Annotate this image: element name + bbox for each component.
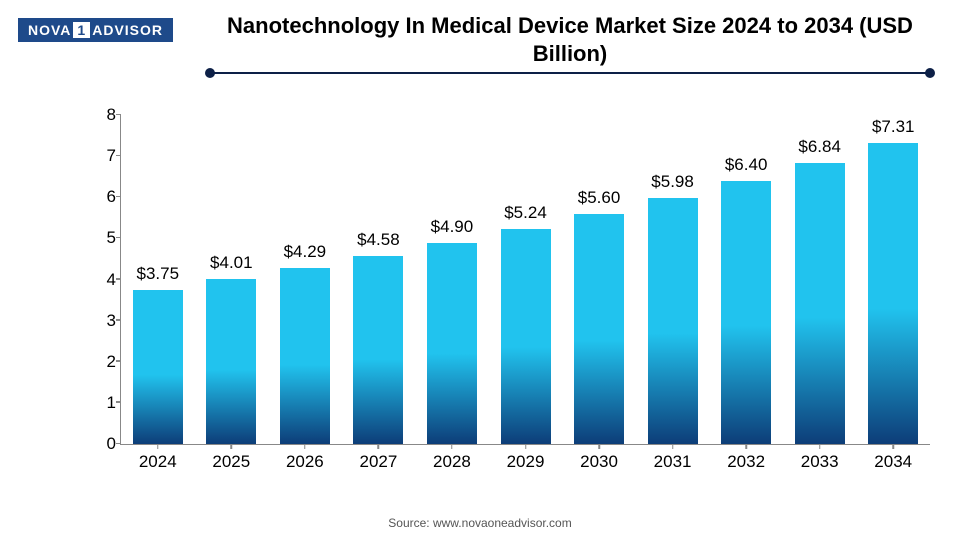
bar-value-label: $5.60 xyxy=(578,188,621,208)
y-tick-mark xyxy=(116,319,121,321)
x-tick-mark xyxy=(598,444,600,449)
logo-text-1: NOVA xyxy=(28,22,71,38)
x-tick-label: 2030 xyxy=(580,452,618,472)
y-tick-mark xyxy=(116,196,121,198)
y-tick-mark xyxy=(116,114,121,116)
title-divider xyxy=(210,72,930,74)
x-tick-mark xyxy=(745,444,747,449)
x-tick-mark xyxy=(819,444,821,449)
source-text: Source: www.novaoneadvisor.com xyxy=(0,516,960,530)
x-tick-mark xyxy=(525,444,527,449)
x-tick-label: 2032 xyxy=(727,452,765,472)
bar-value-label: $6.40 xyxy=(725,155,768,175)
bar: $4.29 xyxy=(280,268,330,444)
y-tick-label: 3 xyxy=(86,311,116,331)
x-tick-label: 2029 xyxy=(507,452,545,472)
x-tick-label: 2025 xyxy=(212,452,250,472)
y-tick-mark xyxy=(116,237,121,239)
x-tick-label: 2024 xyxy=(139,452,177,472)
bar: $4.90 xyxy=(427,243,477,445)
bar-value-label: $4.90 xyxy=(431,217,474,237)
y-tick-label: 7 xyxy=(86,146,116,166)
y-tick-mark xyxy=(116,278,121,280)
bar: $3.75 xyxy=(133,290,183,444)
logo-text-2: ADVISOR xyxy=(92,22,163,38)
bar: $5.98 xyxy=(648,198,698,444)
y-tick-label: 8 xyxy=(86,105,116,125)
x-tick-mark xyxy=(304,444,306,449)
bar: $4.01 xyxy=(206,279,256,444)
x-tick-label: 2033 xyxy=(801,452,839,472)
x-tick-label: 2031 xyxy=(654,452,692,472)
bar-value-label: $7.31 xyxy=(872,117,915,137)
y-tick-mark xyxy=(116,401,121,403)
bar: $6.84 xyxy=(795,163,845,444)
plot-area: 012345678$3.752024$4.012025$4.292026$4.5… xyxy=(120,115,930,445)
x-tick-mark xyxy=(378,444,380,449)
x-tick-mark xyxy=(157,444,159,449)
bar: $5.24 xyxy=(501,229,551,444)
y-tick-label: 2 xyxy=(86,352,116,372)
y-tick-mark xyxy=(116,360,121,362)
bar-value-label: $4.29 xyxy=(284,242,327,262)
bar-value-label: $5.24 xyxy=(504,203,547,223)
bar-value-label: $4.01 xyxy=(210,253,253,273)
y-tick-label: 1 xyxy=(86,393,116,413)
y-tick-mark xyxy=(116,155,121,157)
bar-value-label: $5.98 xyxy=(651,172,694,192)
y-tick-label: 6 xyxy=(86,187,116,207)
y-tick-label: 5 xyxy=(86,228,116,248)
x-tick-label: 2028 xyxy=(433,452,471,472)
bar-chart: 0 1 2 3 4 5 6 7 8 $3.75 2024 $4.01 2025 $4.29 2026 $4.5… xyxy=(85,95,930,475)
logo: NOVA 1 ADVISOR xyxy=(18,18,173,42)
x-tick-mark xyxy=(231,444,233,449)
chart-title: Nanotechnology In Medical Device Market … xyxy=(210,12,930,67)
x-tick-mark xyxy=(451,444,453,449)
y-tick-label: 4 xyxy=(86,270,116,290)
bar-value-label: $3.75 xyxy=(136,264,179,284)
bar: $4.58 xyxy=(353,256,403,444)
x-tick-label: 2026 xyxy=(286,452,324,472)
y-tick-mark xyxy=(116,443,121,445)
bar: $7.31 xyxy=(868,143,918,444)
bar-value-label: $6.84 xyxy=(798,137,841,157)
bar: $6.40 xyxy=(721,181,771,444)
logo-one: 1 xyxy=(73,22,90,38)
x-tick-label: 2027 xyxy=(359,452,397,472)
x-tick-mark xyxy=(892,444,894,449)
bar: $5.60 xyxy=(574,214,624,444)
x-tick-mark xyxy=(672,444,674,449)
x-tick-label: 2034 xyxy=(874,452,912,472)
bar-value-label: $4.58 xyxy=(357,230,400,250)
y-tick-label: 0 xyxy=(86,434,116,454)
